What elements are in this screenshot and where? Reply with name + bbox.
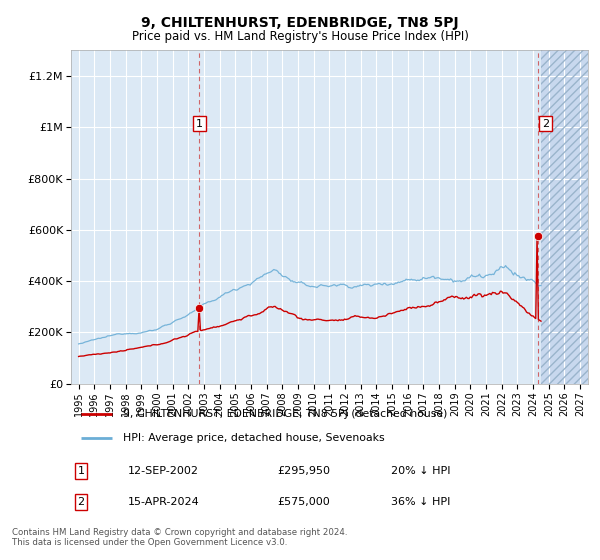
Text: 20% ↓ HPI: 20% ↓ HPI (391, 466, 451, 476)
Text: 36% ↓ HPI: 36% ↓ HPI (391, 497, 451, 507)
Text: 15-APR-2024: 15-APR-2024 (128, 497, 199, 507)
Text: 9, CHILTENHURST, EDENBRIDGE, TN8 5PJ (detached house): 9, CHILTENHURST, EDENBRIDGE, TN8 5PJ (de… (122, 409, 447, 419)
Text: 2: 2 (77, 497, 85, 507)
Text: 9, CHILTENHURST, EDENBRIDGE, TN8 5PJ: 9, CHILTENHURST, EDENBRIDGE, TN8 5PJ (141, 16, 459, 30)
Bar (541, 50, 588, 384)
Text: 12-SEP-2002: 12-SEP-2002 (128, 466, 199, 476)
Text: 1: 1 (196, 119, 203, 129)
Text: 2: 2 (542, 119, 549, 129)
Text: £575,000: £575,000 (278, 497, 331, 507)
Text: Price paid vs. HM Land Registry's House Price Index (HPI): Price paid vs. HM Land Registry's House … (131, 30, 469, 43)
Text: 1: 1 (77, 466, 85, 476)
Bar (541, 50, 588, 384)
Text: HPI: Average price, detached house, Sevenoaks: HPI: Average price, detached house, Seve… (122, 433, 384, 443)
Text: Contains HM Land Registry data © Crown copyright and database right 2024.
This d: Contains HM Land Registry data © Crown c… (12, 528, 347, 547)
Text: £295,950: £295,950 (278, 466, 331, 476)
